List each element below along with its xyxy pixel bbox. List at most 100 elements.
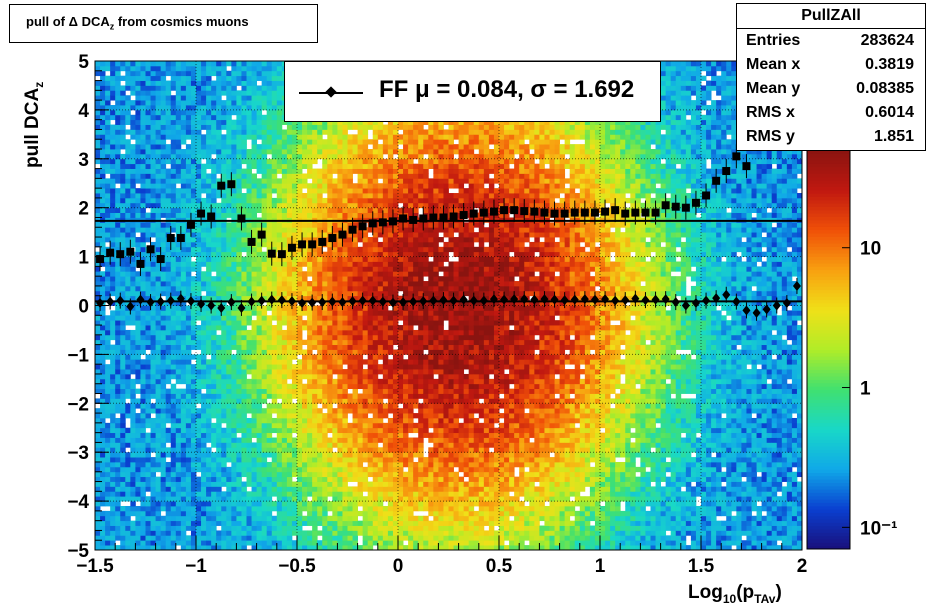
heatmap-cell: [347, 540, 353, 546]
heatmap-cell: [206, 114, 212, 121]
heatmap-cell: [105, 403, 111, 409]
heatmap-cell: [155, 183, 162, 189]
heatmap-cell: [266, 320, 273, 326]
heatmap-cell: [140, 285, 146, 292]
heatmap-cell: [352, 168, 358, 174]
heatmap-cell: [165, 354, 172, 360]
heatmap-cell: [342, 442, 348, 448]
heatmap-cell: [196, 124, 202, 130]
heatmap-cell: [327, 325, 333, 331]
heatmap-cell: [115, 281, 121, 287]
heatmap-cell: [246, 364, 252, 370]
heatmap-cell: [307, 530, 313, 536]
heatmap-cell: [352, 212, 358, 218]
heatmap-cell: [251, 144, 257, 150]
heatmap-cell: [115, 310, 121, 316]
heatmap-cell: [357, 457, 364, 463]
heatmap-cell: [120, 124, 126, 130]
heatmap-cell: [150, 329, 156, 336]
heatmap-cell: [246, 535, 252, 541]
heatmap-cell: [140, 163, 146, 169]
heatmap-cell: [347, 535, 353, 541]
heatmap-cell: [211, 207, 217, 213]
heatmap-cell: [125, 193, 131, 199]
heatmap-cell: [105, 378, 111, 385]
heatmap-cell: [347, 403, 353, 409]
heatmap-cell: [150, 153, 156, 160]
heatmap-cell: [206, 437, 212, 443]
heatmap-cell: [185, 183, 192, 189]
heatmap-cell: [206, 515, 212, 522]
heatmap-cell: [100, 515, 106, 522]
heatmap-cell: [130, 85, 136, 91]
heatmap-cell: [332, 300, 338, 306]
heatmap-cell: [302, 515, 308, 522]
heatmap-cell: [120, 496, 126, 502]
heatmap-cell: [160, 61, 167, 67]
heatmap-cell: [216, 227, 222, 233]
heatmap-cell: [100, 476, 106, 482]
heatmap-cell: [221, 481, 227, 487]
heatmap-cell: [276, 471, 283, 478]
heatmap-cell: [276, 334, 283, 341]
heatmap-cell: [175, 373, 182, 380]
heatmap-cell: [120, 422, 126, 429]
heatmap-cell: [145, 144, 151, 150]
heatmap-cell: [327, 173, 333, 179]
heatmap-cell: [297, 290, 303, 297]
heatmap-cell: [140, 383, 146, 390]
heatmap-cell: [251, 461, 257, 468]
heatmap-cell: [120, 344, 126, 350]
heatmap-cell: [261, 251, 268, 257]
heatmap-cell: [211, 388, 217, 394]
heatmap-cell: [201, 481, 207, 487]
heatmap-cell: [201, 227, 207, 233]
heatmap-cell: [175, 124, 182, 130]
heatmap-cell: [216, 124, 222, 130]
heatmap-cell: [307, 457, 313, 463]
heatmap-cell: [120, 90, 126, 96]
heatmap-cell: [110, 168, 116, 174]
heatmap-cell: [226, 481, 232, 487]
heatmap-cell: [160, 540, 167, 546]
heatmap-cell: [276, 408, 283, 414]
heatmap-cell: [256, 256, 263, 262]
heatmap-cell: [276, 232, 283, 238]
heatmap-cell: [256, 364, 263, 370]
heatmap-cell: [211, 466, 217, 473]
heatmap-cell: [297, 481, 303, 487]
heatmap-cell: [180, 163, 187, 169]
heatmap-cell: [261, 100, 268, 106]
heatmap-cell: [180, 281, 187, 287]
heatmap-cell: [216, 496, 222, 502]
heatmap-cell: [231, 413, 237, 419]
heatmap-cell: [241, 232, 247, 238]
heatmap-cell: [175, 300, 182, 306]
heatmap-cell: [130, 158, 136, 165]
heatmap-cell: [276, 501, 283, 507]
heatmap-cell: [312, 486, 318, 492]
heatmap-cell: [165, 188, 172, 194]
heatmap-cell: [221, 388, 227, 394]
heatmap-cell: [221, 285, 227, 292]
heatmap-cell: [276, 364, 283, 370]
heatmap-cell: [221, 466, 227, 473]
heatmap-cell: [241, 109, 247, 116]
heatmap-cell: [135, 144, 141, 150]
heatmap-cell: [201, 222, 207, 228]
heatmap-cell: [327, 320, 333, 326]
heatmap-cell: [160, 158, 167, 165]
heatmap-cell: [135, 119, 141, 125]
heatmap-cell: [110, 129, 116, 135]
heatmap-cell: [175, 266, 182, 272]
heatmap-cell: [150, 163, 156, 169]
heatmap-cell: [266, 403, 273, 409]
heatmap-cell: [241, 129, 247, 135]
heatmap-cell: [110, 61, 116, 67]
heatmap-cell: [180, 149, 187, 155]
heatmap-cell: [352, 232, 358, 238]
heatmap-cell: [125, 276, 131, 282]
heatmap-cell: [95, 388, 101, 394]
heatmap-cell: [155, 491, 162, 497]
heatmap-cell: [165, 476, 172, 482]
